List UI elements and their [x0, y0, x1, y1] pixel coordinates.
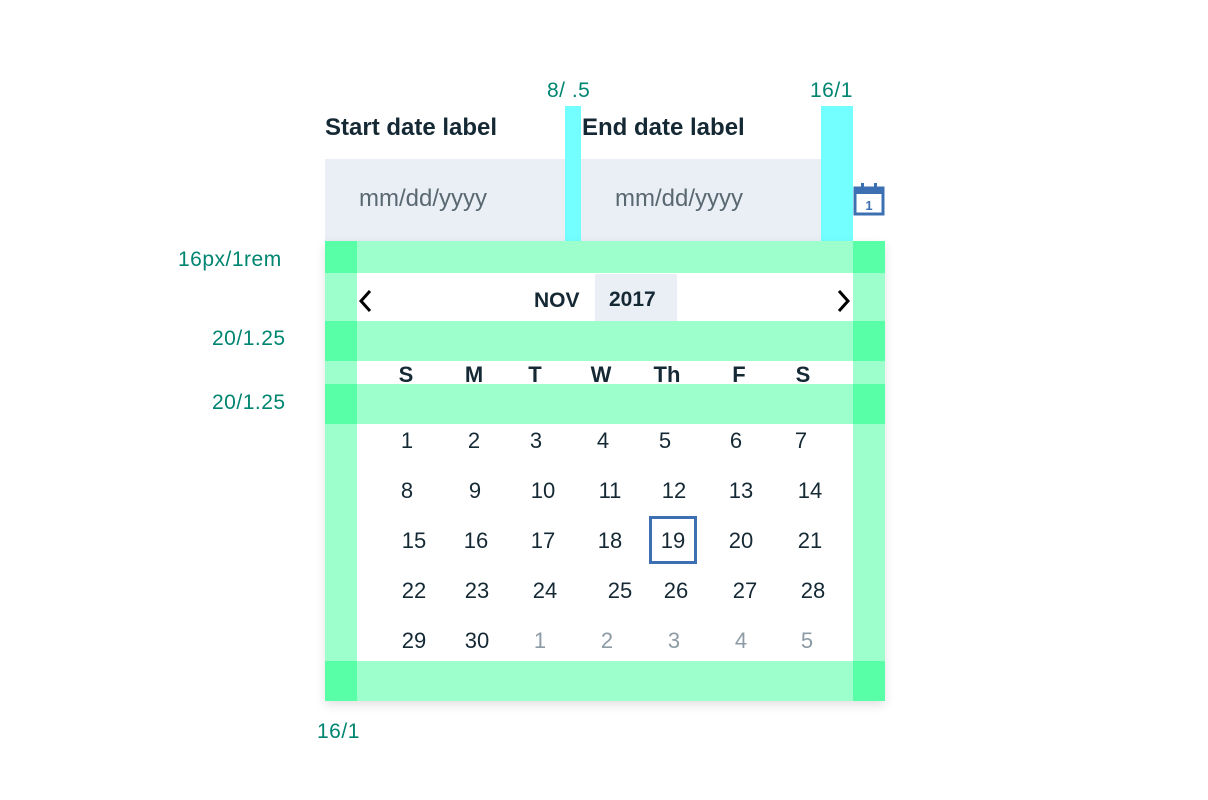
- side-padding-annotation: 16/1: [317, 720, 360, 743]
- day-cell[interactable]: 28: [800, 578, 826, 603]
- month-label: NOV: [534, 289, 580, 312]
- day-cell[interactable]: 26: [663, 578, 689, 603]
- day-cell[interactable]: 4: [596, 428, 610, 453]
- day-cell[interactable]: 7: [794, 428, 808, 453]
- weekday-wed: W: [590, 362, 612, 387]
- weekday-gap-annotation: 20/1.25: [212, 391, 286, 414]
- day-cell[interactable]: 5: [658, 428, 672, 453]
- weekday-sat: S: [795, 362, 811, 387]
- header-gap-band: [325, 321, 885, 361]
- next-month-day-cell[interactable]: 5: [800, 628, 814, 653]
- year-label: 2017: [609, 288, 656, 311]
- day-cell[interactable]: 25: [607, 578, 633, 603]
- day-cell[interactable]: 16: [463, 528, 489, 553]
- end-date-label: End date label: [582, 114, 745, 141]
- weekday-mon: M: [464, 362, 484, 387]
- next-month-day-cell[interactable]: 2: [600, 628, 614, 653]
- calendar-icon[interactable]: 1: [853, 181, 885, 217]
- day-cell[interactable]: 18: [597, 528, 623, 553]
- intersection-header-left: [325, 321, 357, 361]
- start-date-input[interactable]: mm/dd/yyyy: [325, 159, 565, 241]
- day-cell[interactable]: 30: [464, 628, 490, 653]
- prev-month-button[interactable]: [355, 288, 379, 314]
- corner-top-right: [853, 241, 885, 273]
- day-cell[interactable]: 1: [400, 428, 414, 453]
- day-cell[interactable]: 17: [530, 528, 556, 553]
- day-cell[interactable]: 20: [728, 528, 754, 553]
- day-cell[interactable]: 21: [797, 528, 823, 553]
- end-date-placeholder: mm/dd/yyyy: [615, 185, 744, 212]
- corner-bottom-left: [325, 661, 357, 701]
- right-padding-band: [853, 241, 885, 701]
- weekday-thu: Th: [653, 362, 681, 387]
- left-padding-band: [325, 241, 357, 701]
- day-cell[interactable]: 15: [401, 528, 427, 553]
- corner-bottom-right: [853, 661, 885, 701]
- chevron-right-icon: [837, 289, 851, 313]
- selected-day-cell[interactable]: [649, 516, 697, 564]
- intersection-header-right: [853, 321, 885, 361]
- top-padding-annotation: 16px/1rem: [178, 248, 282, 271]
- day-cell[interactable]: 2: [467, 428, 481, 453]
- day-cell[interactable]: 23: [464, 578, 490, 603]
- day-cell[interactable]: 24: [532, 578, 558, 603]
- corner-top-left: [325, 241, 357, 273]
- intersection-weekday-left: [325, 384, 357, 424]
- icon-gap-spacer: [821, 106, 853, 242]
- top-padding-band: [325, 241, 885, 273]
- bottom-padding-band: [325, 661, 885, 701]
- day-cell[interactable]: 9: [468, 478, 482, 503]
- intersection-weekday-right: [853, 384, 885, 424]
- weekday-gap-band: [325, 384, 885, 424]
- day-cell[interactable]: 13: [728, 478, 754, 503]
- next-month-button[interactable]: [831, 288, 855, 314]
- chevron-left-icon: [358, 289, 372, 313]
- selected-day-label: 19: [660, 528, 686, 553]
- day-cell[interactable]: 3: [529, 428, 543, 453]
- range-gap-spacer: [565, 106, 581, 242]
- calendar-icon-glyph: 1: [865, 198, 872, 213]
- weekday-tue: T: [528, 362, 542, 387]
- weekday-fri: F: [732, 362, 746, 387]
- weekday-area: [357, 361, 853, 384]
- icon-gap-annotation: 16/1: [810, 79, 853, 102]
- day-cell[interactable]: 27: [732, 578, 758, 603]
- day-cell[interactable]: 22: [401, 578, 427, 603]
- header-gap-annotation: 20/1.25: [212, 327, 286, 350]
- next-month-day-cell[interactable]: 1: [533, 628, 547, 653]
- days-area: [357, 424, 853, 661]
- day-cell[interactable]: 6: [729, 428, 743, 453]
- day-cell[interactable]: 12: [661, 478, 687, 503]
- day-cell[interactable]: 14: [797, 478, 823, 503]
- next-month-day-cell[interactable]: 3: [667, 628, 681, 653]
- day-cell[interactable]: 8: [400, 478, 414, 503]
- weekday-sun: S: [398, 362, 414, 387]
- next-month-day-cell[interactable]: 4: [734, 628, 748, 653]
- start-date-placeholder: mm/dd/yyyy: [359, 185, 488, 212]
- end-date-input[interactable]: mm/dd/yyyy: [581, 159, 821, 241]
- day-cell[interactable]: 11: [598, 478, 622, 503]
- day-cell[interactable]: 10: [530, 478, 556, 503]
- start-date-label: Start date label: [325, 114, 498, 141]
- day-cell[interactable]: 29: [401, 628, 427, 653]
- year-selector[interactable]: 2017: [595, 274, 677, 321]
- range-gap-annotation: 8/ .5: [547, 79, 591, 102]
